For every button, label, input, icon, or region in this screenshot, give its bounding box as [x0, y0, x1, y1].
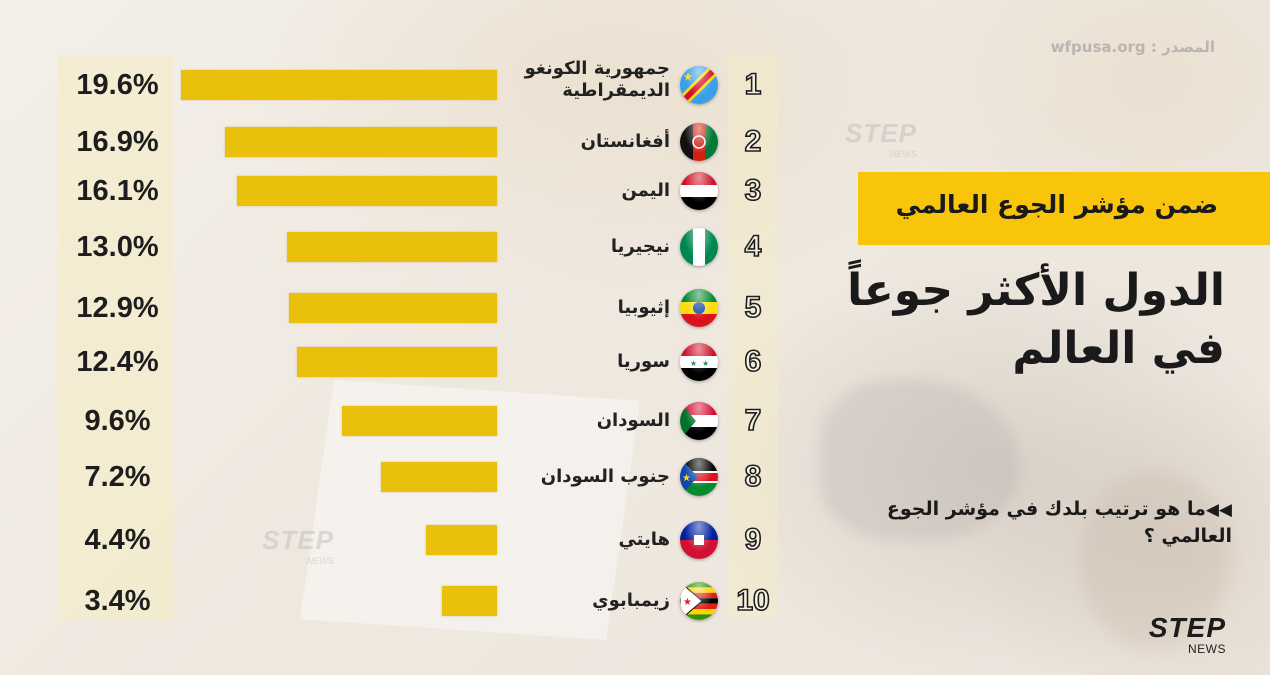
- yemen-flag-icon: [680, 172, 718, 210]
- country-name: زيمبابوي: [592, 590, 670, 611]
- value-label: 7.2%: [84, 461, 151, 493]
- chart-row: 12.4% سوريا ★ ★ 6: [0, 337, 800, 387]
- chart-row: 12.9% إثيوبيا 5: [0, 283, 800, 333]
- rank-number: 9: [744, 522, 762, 557]
- value-label: 3.4%: [84, 585, 151, 617]
- logo-subtext: NEWS: [1188, 642, 1226, 656]
- logo-text: STEP: [1148, 612, 1226, 643]
- title-line-1: الدول الأكثر جوعاً: [847, 265, 1225, 316]
- country-name: نيجيريا: [610, 236, 670, 257]
- chart-row: 9.6% السودان 7: [0, 396, 800, 446]
- subtitle-banner: ضمن مؤشر الجوع العالمي: [858, 172, 1270, 245]
- drc-flag-icon: [680, 66, 718, 104]
- value-label: 13.0%: [76, 231, 159, 263]
- rank-number: 2: [744, 124, 762, 159]
- rank-number: 8: [744, 459, 762, 494]
- bar: [287, 232, 497, 262]
- question-label: ما هو ترتيب بلدك في مؤشر الجوع العالمي ؟: [886, 498, 1232, 547]
- step-news-logo: STEP NEWS: [1126, 612, 1226, 657]
- rank-number: 4: [744, 229, 762, 264]
- bar: [342, 406, 497, 436]
- svg-text:★: ★: [683, 597, 692, 608]
- value-label: 4.4%: [84, 524, 151, 556]
- haiti-flag-icon: [680, 521, 718, 559]
- chart-row: 3.4% زيمبابوي ★ 10: [0, 576, 800, 626]
- bar: [181, 70, 497, 100]
- bar: [381, 462, 497, 492]
- watermark-text: STEP: [262, 525, 334, 555]
- rank-number: 6: [744, 344, 762, 379]
- south-sudan-flag-icon: ★: [680, 458, 718, 496]
- bar: [225, 127, 497, 157]
- svg-text:★: ★: [690, 359, 697, 368]
- country-name: جنوب السودان: [540, 466, 670, 487]
- country-name: السودان: [596, 410, 670, 431]
- banner-text: ضمن مؤشر الجوع العالمي: [895, 190, 1218, 219]
- country-name: هايتي: [618, 529, 670, 550]
- bar: [237, 176, 497, 206]
- double-arrow-icon: ◀◀: [1205, 500, 1232, 520]
- bar: [426, 525, 497, 555]
- nigeria-flag-icon: [680, 228, 718, 266]
- country-name: اليمن: [621, 180, 670, 201]
- svg-text:★: ★: [702, 359, 709, 368]
- watermark-subtext: NEWS: [889, 149, 917, 159]
- svg-text:★: ★: [682, 473, 691, 484]
- background-photo-hand: [820, 380, 1020, 540]
- rank-column-background: [728, 55, 778, 620]
- zimbabwe-flag-icon: ★: [680, 582, 718, 620]
- country-name: أفغانستان: [580, 131, 670, 152]
- watermark-logo: STEP NEWS: [262, 525, 334, 566]
- watermark-text: STEP: [845, 118, 917, 148]
- bar: [442, 586, 497, 616]
- rank-number: 10: [736, 583, 771, 618]
- bar: [289, 293, 497, 323]
- country-name: سوريا: [617, 351, 670, 372]
- rank-number: 7: [744, 403, 762, 438]
- value-label: 9.6%: [84, 405, 151, 437]
- chart-row: 16.9% أفغانستان 2: [0, 117, 800, 167]
- country-name: إثيوبيا: [617, 297, 670, 318]
- chart-row: 19.6% جمهورية الكونغو الديمقراطية 1: [0, 58, 800, 110]
- page-title: الدول الأكثر جوعاً في العالم: [805, 262, 1225, 378]
- rank-number: 5: [744, 290, 762, 325]
- chart-row: 4.4% هايتي 9: [0, 515, 800, 565]
- chart-row: 7.2% جنوب السودان ★ 8: [0, 452, 800, 502]
- syria-flag-icon: ★ ★: [680, 343, 718, 381]
- rank-number: 3: [744, 173, 762, 208]
- bar: [297, 347, 497, 377]
- percentage-column-background: [58, 55, 173, 620]
- chart-row: 13.0% نيجيريا 4: [0, 222, 800, 272]
- afghanistan-flag-icon: [680, 123, 718, 161]
- chart-row: 16.1% اليمن 3: [0, 166, 800, 216]
- value-label: 12.4%: [76, 346, 159, 378]
- sudan-flag-icon: [680, 402, 718, 440]
- question-text: ◀◀ما هو ترتيب بلدك في مؤشر الجوع العالمي…: [832, 496, 1232, 549]
- watermark-subtext: NEWS: [306, 556, 334, 566]
- country-name: جمهورية الكونغو الديمقراطية: [524, 58, 670, 101]
- value-label: 19.6%: [76, 69, 159, 101]
- title-line-2: في العالم: [1012, 323, 1225, 374]
- value-label: 16.9%: [76, 126, 159, 158]
- value-label: 16.1%: [76, 175, 159, 207]
- rank-number: 1: [744, 67, 762, 102]
- background-photo-grapes: [1080, 470, 1230, 650]
- value-label: 12.9%: [76, 292, 159, 324]
- ethiopia-flag-icon: [680, 289, 718, 327]
- watermark-logo: STEP NEWS: [845, 118, 917, 159]
- source-label: المصدر : wfpusa.org: [1050, 38, 1215, 56]
